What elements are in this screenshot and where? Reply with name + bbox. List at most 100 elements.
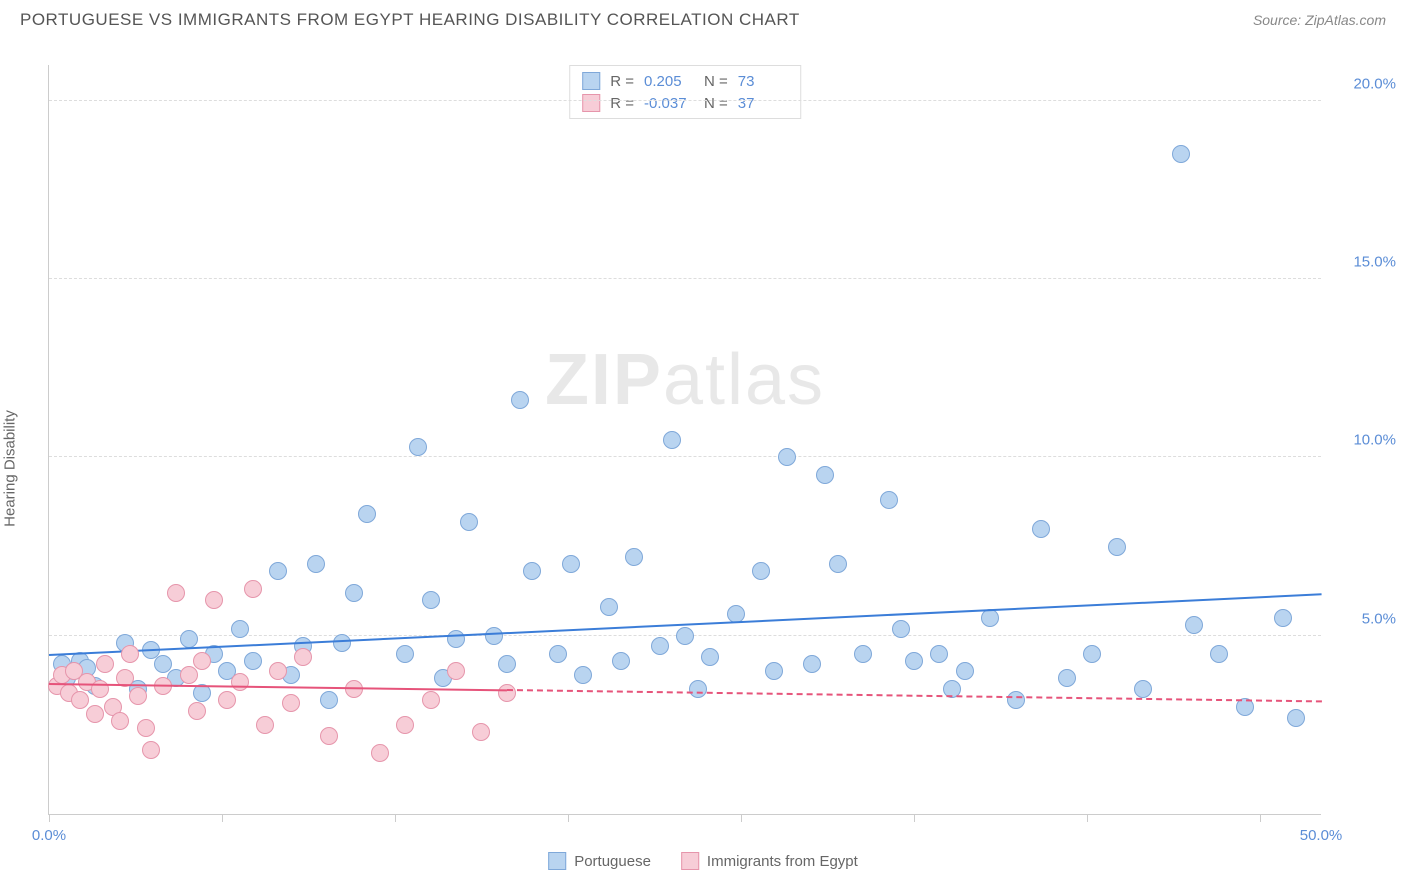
legend-swatch — [582, 94, 600, 112]
scatter-point — [231, 673, 249, 691]
scatter-point — [1287, 709, 1305, 727]
scatter-point — [574, 666, 592, 684]
stats-row: R = -0.037 N = 37 — [582, 92, 788, 114]
scatter-point — [333, 634, 351, 652]
x-tick — [1260, 814, 1261, 822]
scatter-point — [180, 666, 198, 684]
y-tick-label: 20.0% — [1353, 75, 1396, 92]
scatter-point — [137, 719, 155, 737]
scatter-point — [1007, 691, 1025, 709]
stat-r-value: -0.037 — [644, 95, 694, 112]
scatter-point — [320, 727, 338, 745]
scatter-point — [612, 652, 630, 670]
stat-n-value: 37 — [738, 95, 788, 112]
y-axis-label: Hearing Disability — [2, 410, 19, 527]
scatter-point — [188, 702, 206, 720]
scatter-point — [930, 645, 948, 663]
scatter-point — [71, 691, 89, 709]
scatter-point — [1108, 538, 1126, 556]
scatter-point — [1274, 609, 1292, 627]
scatter-point — [701, 648, 719, 666]
watermark: ZIPatlas — [545, 339, 825, 421]
x-tick — [914, 814, 915, 822]
stat-n-value: 73 — [738, 73, 788, 90]
scatter-point — [345, 584, 363, 602]
stat-r-label: R = — [610, 95, 634, 112]
scatter-point — [371, 744, 389, 762]
scatter-point — [511, 391, 529, 409]
scatter-point — [86, 705, 104, 723]
scatter-point — [752, 562, 770, 580]
stats-row: R = 0.205 N = 73 — [582, 70, 788, 92]
scatter-point — [816, 466, 834, 484]
scatter-point — [663, 431, 681, 449]
scatter-point — [485, 627, 503, 645]
y-tick-label: 15.0% — [1353, 254, 1396, 271]
scatter-point — [244, 652, 262, 670]
scatter-point — [600, 598, 618, 616]
scatter-point — [1172, 145, 1190, 163]
chart-container: Hearing Disability ZIPatlas R = 0.205 N = 7… — [0, 35, 1406, 885]
x-tick — [568, 814, 569, 822]
scatter-point — [460, 513, 478, 531]
stat-n-label: N = — [704, 95, 728, 112]
legend-label: Immigrants from Egypt — [707, 853, 858, 870]
scatter-point — [129, 687, 147, 705]
scatter-point — [905, 652, 923, 670]
scatter-point — [1210, 645, 1228, 663]
scatter-point — [676, 627, 694, 645]
scatter-point — [409, 438, 427, 456]
stat-r-value: 0.205 — [644, 73, 694, 90]
scatter-point — [562, 555, 580, 573]
y-tick-label: 5.0% — [1362, 610, 1396, 627]
scatter-point — [981, 609, 999, 627]
scatter-point — [244, 580, 262, 598]
scatter-point — [422, 591, 440, 609]
scatter-point — [498, 684, 516, 702]
plot-area: ZIPatlas R =0.205N =73R =-0.037N =37 5.0… — [48, 65, 1321, 815]
scatter-point — [651, 637, 669, 655]
legend-swatch — [548, 852, 566, 870]
scatter-point — [892, 620, 910, 638]
x-tick — [49, 814, 50, 822]
scatter-point — [256, 716, 274, 734]
scatter-point — [422, 691, 440, 709]
scatter-point — [803, 655, 821, 673]
scatter-point — [472, 723, 490, 741]
scatter-point — [269, 662, 287, 680]
chart-title: PORTUGUESE VS IMMIGRANTS FROM EGYPT HEAR… — [20, 10, 800, 30]
scatter-point — [1058, 669, 1076, 687]
scatter-point — [205, 591, 223, 609]
scatter-point — [396, 716, 414, 734]
stat-r-label: R = — [610, 73, 634, 90]
scatter-point — [625, 548, 643, 566]
x-tick — [741, 814, 742, 822]
scatter-point — [447, 630, 465, 648]
scatter-point — [167, 584, 185, 602]
scatter-point — [778, 448, 796, 466]
watermark-atlas: atlas — [663, 340, 825, 420]
scatter-point — [498, 655, 516, 673]
scatter-point — [880, 491, 898, 509]
gridline — [49, 100, 1321, 101]
scatter-point — [358, 505, 376, 523]
scatter-point — [1032, 520, 1050, 538]
source-label: Source: ZipAtlas.com — [1253, 12, 1386, 28]
legend-item: Immigrants from Egypt — [681, 852, 858, 870]
scatter-point — [142, 741, 160, 759]
scatter-point — [180, 630, 198, 648]
scatter-point — [854, 645, 872, 663]
scatter-point — [320, 691, 338, 709]
watermark-zip: ZIP — [545, 340, 663, 420]
scatter-point — [121, 645, 139, 663]
scatter-point — [523, 562, 541, 580]
scatter-point — [829, 555, 847, 573]
stat-n-label: N = — [704, 73, 728, 90]
legend-item: Portuguese — [548, 852, 651, 870]
y-tick-label: 10.0% — [1353, 432, 1396, 449]
bottom-legend: Portuguese Immigrants from Egypt — [548, 852, 858, 870]
scatter-point — [549, 645, 567, 663]
x-tick — [222, 814, 223, 822]
gridline — [49, 456, 1321, 457]
stats-legend-box: R = 0.205 N = 73 R = -0.037 N = 37 — [569, 65, 801, 119]
